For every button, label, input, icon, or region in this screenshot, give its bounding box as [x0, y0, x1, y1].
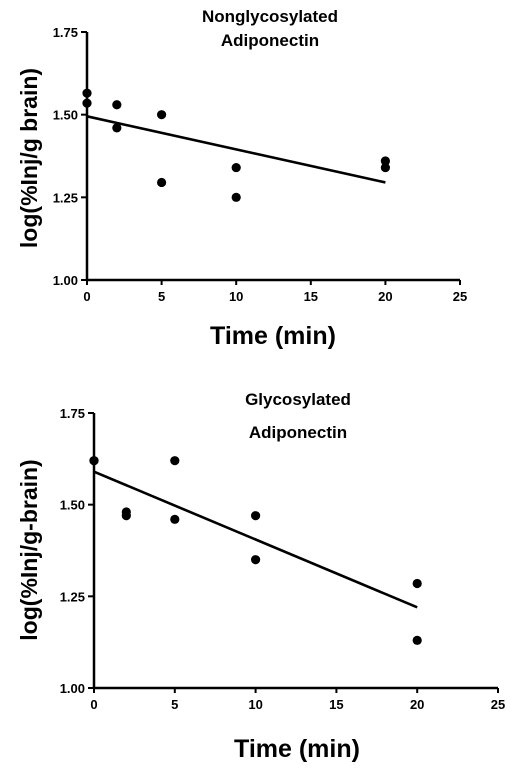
data-point	[170, 456, 180, 466]
x-axis-label: Time (min)	[210, 322, 336, 350]
x-tick-label: 25	[453, 289, 467, 304]
y-axis-label: log(%Inj/g-brain)	[16, 459, 42, 640]
y-tick-label: 1.00	[53, 273, 78, 288]
x-tick-label: 10	[248, 697, 262, 712]
chart-title-line-1: Nonglycosylated	[202, 7, 338, 26]
data-point	[251, 555, 261, 565]
x-tick-label: 15	[329, 697, 343, 712]
y-tick-label: 1.50	[60, 498, 85, 513]
data-points	[89, 456, 422, 645]
data-point	[112, 100, 122, 110]
x-tick-label: 0	[83, 289, 90, 304]
y-tick-label: 1.00	[60, 681, 85, 696]
data-point	[231, 162, 241, 173]
data-point	[157, 110, 167, 120]
x-tick-label: 20	[378, 289, 392, 304]
y-axis-label: log(%Inj/g brain)	[16, 68, 42, 248]
data-point	[170, 514, 180, 524]
axes: 0 5 10 15 20 25 1.00 1.25 1.50 1.75	[53, 25, 468, 304]
regression-line	[86, 115, 386, 184]
data-point	[157, 177, 167, 188]
y-tick-label: 1.25	[60, 589, 85, 604]
data-points	[82, 88, 390, 202]
panel-glycosylated: Glycosylated Adiponectin Time (min) log(…	[16, 390, 505, 763]
x-tick-label: 5	[158, 289, 165, 304]
data-point	[251, 511, 261, 521]
chart-title-line-2: Adiponectin	[249, 423, 347, 442]
y-tick-label: 1.25	[53, 190, 78, 205]
data-point	[112, 123, 122, 133]
x-tick-label: 10	[229, 289, 243, 304]
x-axis-label: Time (min)	[234, 735, 360, 763]
x-tick-label: 0	[90, 697, 97, 712]
y-tick-label: 1.75	[60, 406, 85, 421]
data-point	[412, 635, 422, 645]
chart-title-line-2: Adiponectin	[221, 31, 319, 50]
y-tick-label: 1.50	[53, 108, 78, 123]
y-tick-label: 1.75	[53, 25, 78, 40]
data-point	[82, 98, 92, 108]
x-tick-label: 5	[171, 697, 178, 712]
data-point	[380, 162, 390, 173]
x-tick-label: 20	[410, 697, 424, 712]
data-point	[380, 156, 390, 166]
axes: 0 5 10 15 20 25 1.00 1.25 1.50 1.75	[60, 406, 506, 712]
x-tick-label: 15	[304, 289, 318, 304]
data-point	[82, 88, 92, 98]
data-point	[231, 192, 241, 202]
data-point	[412, 578, 422, 589]
data-point	[121, 511, 131, 521]
regression-line	[93, 470, 418, 609]
data-point	[89, 456, 99, 466]
x-tick-label: 25	[491, 697, 505, 712]
panel-nonglycosylated: Nonglycosylated Adiponectin Time (min) l…	[16, 7, 467, 350]
chart-title-line-1: Glycosylated	[245, 390, 351, 409]
